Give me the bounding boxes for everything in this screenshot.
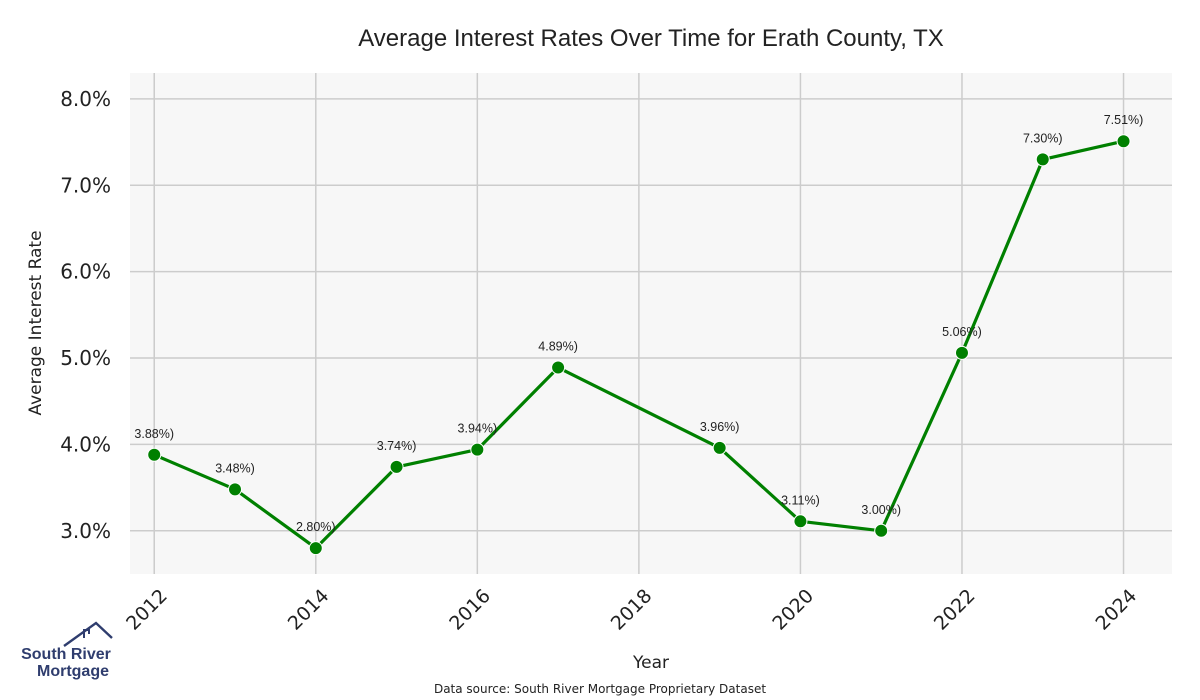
chart-title: Average Interest Rates Over Time for Era… bbox=[358, 25, 944, 52]
data-points bbox=[147, 134, 1131, 556]
data-source-note: Data source: South River Mortgage Propri… bbox=[434, 682, 766, 696]
y-tick-label: 3.0% bbox=[60, 519, 111, 543]
house-roof-icon bbox=[63, 621, 113, 647]
logo: South River Mortgage bbox=[21, 621, 113, 680]
data-label: 3.74%) bbox=[377, 439, 417, 453]
y-tick-label: 8.0% bbox=[60, 87, 111, 111]
data-label: 4.89%) bbox=[538, 340, 578, 354]
data-label: 3.11%) bbox=[781, 493, 820, 507]
data-point bbox=[793, 514, 808, 529]
series-line-path bbox=[153, 139, 1124, 550]
y-axis-ticks: 3.0% 4.0% 5.0% 6.0% 7.0% 8.0% bbox=[60, 87, 111, 543]
data-point bbox=[712, 440, 727, 455]
data-point bbox=[308, 541, 323, 556]
logo-text-line1: South River bbox=[21, 646, 111, 663]
x-tick-label: 2016 bbox=[445, 585, 495, 635]
y-tick-label: 5.0% bbox=[60, 346, 111, 370]
data-labels: 3.88%) 3.48%) 2.80%) 3.74%) 3.94%) 4.89%) 3.96… bbox=[134, 113, 1143, 534]
y-tick-label: 4.0% bbox=[60, 432, 111, 456]
x-tick-label: 2022 bbox=[930, 585, 980, 635]
x-tick-label: 2012 bbox=[122, 585, 172, 635]
data-point bbox=[389, 459, 404, 474]
x-tick-label: 2020 bbox=[768, 585, 818, 635]
series-line bbox=[153, 139, 1124, 550]
data-label: 7.30%) bbox=[1023, 131, 1063, 145]
data-label: 3.00%) bbox=[861, 503, 901, 517]
data-label: 3.88%) bbox=[134, 427, 174, 441]
data-label: 3.48%) bbox=[215, 461, 255, 475]
data-label: 3.94%) bbox=[458, 422, 498, 436]
data-point bbox=[874, 523, 889, 538]
data-point bbox=[954, 345, 969, 360]
x-axis-ticks: 2012 2014 2016 2018 2020 2022 2024 bbox=[122, 585, 1141, 635]
y-tick-label: 7.0% bbox=[60, 173, 111, 197]
grid bbox=[130, 73, 1172, 574]
x-tick-label: 2024 bbox=[1091, 585, 1141, 635]
data-point bbox=[228, 482, 243, 497]
logo-text-line2: Mortgage bbox=[37, 663, 109, 680]
data-label: 7.51%) bbox=[1104, 113, 1144, 127]
plot-area bbox=[130, 73, 1172, 574]
data-label: 3.96%) bbox=[700, 420, 740, 434]
data-point bbox=[470, 442, 485, 457]
data-point bbox=[147, 447, 162, 462]
data-label: 5.06%) bbox=[942, 325, 982, 339]
data-label: 2.80%) bbox=[296, 520, 336, 534]
y-tick-label: 6.0% bbox=[60, 260, 111, 284]
data-point bbox=[1035, 152, 1050, 167]
y-axis-label: Average Interest Rate bbox=[26, 230, 46, 415]
x-axis-label: Year bbox=[632, 653, 669, 673]
x-tick-label: 2014 bbox=[284, 585, 334, 635]
x-tick-label: 2018 bbox=[607, 585, 657, 635]
data-point bbox=[1116, 134, 1131, 149]
data-point bbox=[551, 360, 566, 375]
